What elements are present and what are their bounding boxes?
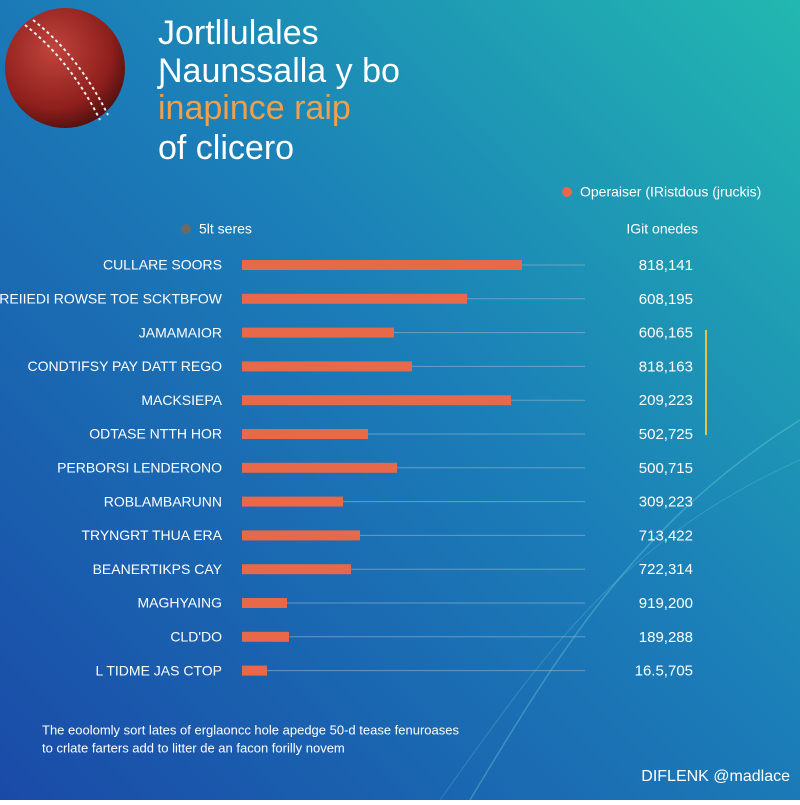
bar bbox=[242, 361, 412, 372]
bar bbox=[242, 598, 287, 608]
bar bbox=[242, 429, 368, 439]
category-label: TRYNGRT THUA ERA bbox=[81, 527, 222, 543]
signature: DIFLENK @madlace bbox=[641, 768, 790, 785]
category-label: CULLARE SOORS bbox=[103, 257, 222, 273]
bar bbox=[242, 530, 360, 541]
bar bbox=[242, 293, 467, 304]
side-value: 722,314 bbox=[639, 561, 693, 578]
side-value: 818,163 bbox=[639, 358, 693, 375]
footnote: The eoolomly sort lates of erglaoncc hol… bbox=[42, 722, 459, 737]
column-header: IGit onedes bbox=[626, 221, 698, 237]
category-label: L TIDME JAS CTOP bbox=[95, 662, 222, 678]
side-value: 209,223 bbox=[639, 392, 693, 409]
legend-label: Operaiser (IRistdous (jruckis) bbox=[580, 184, 761, 200]
title-line: inapince raip bbox=[158, 89, 351, 127]
bar bbox=[242, 564, 351, 575]
bar bbox=[242, 462, 397, 473]
side-value: 608,195 bbox=[639, 291, 693, 308]
category-label: ROBLAMBARUNN bbox=[104, 493, 222, 509]
title-line: of clicero bbox=[158, 129, 294, 167]
side-value: 309,223 bbox=[639, 494, 693, 511]
legend-swatch bbox=[562, 187, 572, 197]
decoration bbox=[469, 419, 800, 801]
side-value: 189,288 bbox=[639, 629, 693, 646]
side-value: 818,141 bbox=[639, 257, 693, 274]
side-value: 500,715 bbox=[639, 460, 693, 477]
bar bbox=[242, 665, 267, 676]
category-label: MAGHYAING bbox=[137, 595, 222, 611]
legend-label: 5lt seres bbox=[199, 221, 252, 237]
category-label: REIIEDI ROWSE TOE SCKTBFOW bbox=[0, 291, 223, 307]
side-value: 606,165 bbox=[639, 325, 693, 342]
legend-swatch bbox=[181, 224, 191, 234]
category-label: ODTASE NTTH HOR bbox=[89, 426, 222, 442]
side-value: 919,200 bbox=[639, 595, 693, 612]
category-label: CLD'DO bbox=[170, 629, 222, 645]
category-label: BEANERTIKPS CAY bbox=[93, 561, 223, 577]
category-label: CONDTIFSY PAY DATT REGO bbox=[28, 358, 223, 374]
bar bbox=[242, 327, 394, 338]
side-value: 16.5,705 bbox=[635, 663, 693, 680]
title-line: Ɲaunssalla y bo bbox=[157, 52, 400, 90]
bar bbox=[242, 260, 522, 270]
category-label: JAMAMAIOR bbox=[139, 324, 222, 340]
side-value: 713,422 bbox=[639, 527, 693, 544]
decoration bbox=[439, 459, 800, 801]
side-value: 502,725 bbox=[639, 426, 693, 443]
bar bbox=[242, 631, 289, 642]
bar bbox=[242, 496, 343, 507]
title-line: Jortllulales bbox=[158, 14, 319, 52]
cricket-ball bbox=[5, 8, 125, 128]
category-label: MACKSIEPA bbox=[141, 392, 222, 408]
footnote: to crlate farters add to litter de an fa… bbox=[42, 740, 345, 755]
category-label: PERBORSI LENDERONO bbox=[57, 460, 222, 476]
bar bbox=[242, 395, 511, 406]
